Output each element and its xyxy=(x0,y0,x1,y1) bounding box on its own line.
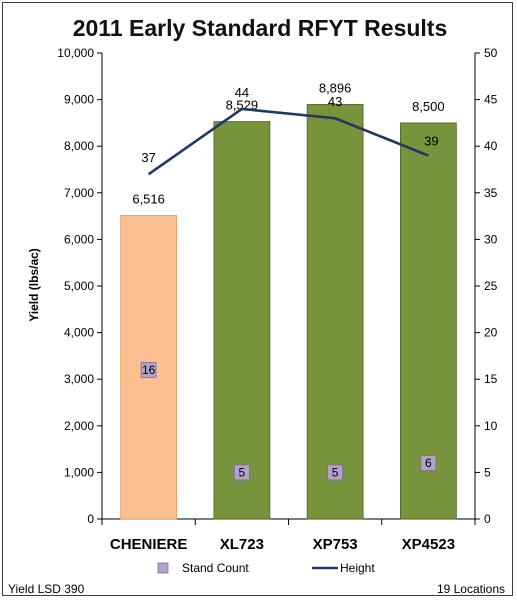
y2-tick-label: 15 xyxy=(484,372,498,386)
y-tick-label: 6,000 xyxy=(64,232,94,246)
y2-tick-label: 10 xyxy=(484,419,498,433)
chart-frame xyxy=(2,2,513,596)
bar-value-label: 8,500 xyxy=(412,99,445,114)
y2-tick-label: 30 xyxy=(484,232,498,246)
legend-stand-count-swatch xyxy=(157,562,169,574)
legend: Stand Count Height xyxy=(157,561,375,575)
footer-lsd: Yield LSD 390 xyxy=(8,582,85,596)
height-value-label: 43 xyxy=(328,94,342,109)
chart-title: 2011 Early Standard RFYT Results xyxy=(73,15,448,41)
x-category-label: CHENIERE xyxy=(110,536,188,553)
legend-stand-count-label: Stand Count xyxy=(182,561,249,575)
y-axis-label: Yield (lbs/ac) xyxy=(27,248,41,322)
y2-tick-label: 5 xyxy=(484,465,491,479)
height-line xyxy=(147,107,429,176)
stand-count-value-label: 5 xyxy=(332,465,339,479)
footer-locations: 19 Locations xyxy=(437,582,505,596)
y-tick-label: 7,000 xyxy=(64,186,94,200)
y-tick-label: 3,000 xyxy=(64,372,94,386)
y-tick-label: 2,000 xyxy=(64,419,94,433)
stand-count-value-label: 5 xyxy=(239,465,246,479)
y2-tick-label: 35 xyxy=(484,186,498,200)
y2-tick-label: 0 xyxy=(484,512,491,526)
bar-xp753 xyxy=(306,104,364,520)
y2-tick-label: 25 xyxy=(484,279,498,293)
y-tick-label: 5,000 xyxy=(64,279,94,293)
y-tick-label: 1,000 xyxy=(64,465,94,479)
height-value-label: 39 xyxy=(424,134,438,149)
stand-count-value-label: 6 xyxy=(425,456,432,470)
stand-count-series: 16 5 5 6 xyxy=(140,361,437,481)
y2-tick-label: 40 xyxy=(484,139,498,153)
y2-tick-label: 20 xyxy=(484,326,498,340)
stand-count-marker xyxy=(420,455,437,471)
legend-height-label: Height xyxy=(340,561,375,575)
bar-xp4523 xyxy=(399,122,457,520)
bar-value-label: 8,896 xyxy=(319,80,352,95)
stand-count-marker xyxy=(233,464,250,481)
stand-count-value-label: 16 xyxy=(142,363,156,377)
height-value-label: 44 xyxy=(235,85,249,100)
y-tick-label: 4,000 xyxy=(64,326,94,340)
y-tick-label: 0 xyxy=(87,512,94,526)
height-value-label: 37 xyxy=(141,150,155,165)
y2-tick-label: 50 xyxy=(484,46,498,60)
height-line-series: 37 44 43 39 xyxy=(141,85,439,176)
x-category-label: XL723 xyxy=(220,536,264,553)
y-tick-label: 10,000 xyxy=(57,46,94,60)
bar-value-label: 6,516 xyxy=(132,191,165,206)
y-tick-label: 8,000 xyxy=(64,139,94,153)
bar-xl723 xyxy=(213,121,271,520)
y2-tick-label: 45 xyxy=(484,93,498,107)
axes: 0 1,000 2,000 3,000 4,000 5,000 6,000 7,000 8,00… xyxy=(57,46,497,553)
x-category-label: XP753 xyxy=(313,536,358,553)
stand-count-marker xyxy=(140,361,157,378)
stand-count-marker xyxy=(327,464,344,481)
x-category-label: XP4523 xyxy=(402,536,455,553)
y-tick-label: 9,000 xyxy=(64,93,94,107)
